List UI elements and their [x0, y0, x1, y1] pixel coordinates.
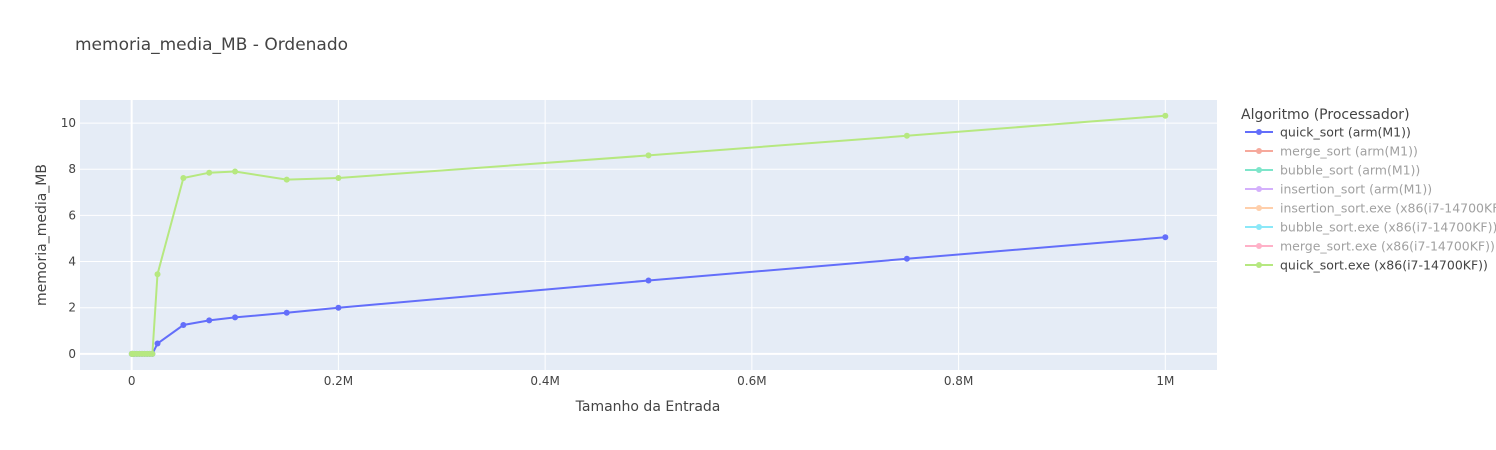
legend-label: merge_sort.exe (x86(i7-14700KF)) — [1280, 239, 1495, 254]
data-point — [180, 175, 187, 181]
legend-swatch-marker — [1256, 205, 1262, 211]
y-tick-label: 4 — [68, 255, 76, 269]
chart-title: memoria_media_MB - Ordenado — [75, 35, 348, 55]
data-point — [206, 169, 213, 176]
data-point — [232, 314, 239, 321]
x-tick-label: 0.2M — [324, 374, 353, 388]
data-point — [154, 340, 161, 347]
data-point — [232, 168, 239, 175]
data-point — [645, 152, 652, 159]
grid — [80, 100, 1217, 370]
data-point — [1162, 234, 1169, 241]
legend-item[interactable]: merge_sort (arm(M1)) — [1245, 144, 1418, 159]
y-tick-label: 0 — [68, 347, 76, 361]
x-tick-label: 0 — [128, 374, 136, 388]
series-7 — [128, 112, 1169, 357]
legend-label: insertion_sort.exe (x86(i7-14700KF)) — [1280, 201, 1496, 216]
legend-swatch-marker — [1256, 129, 1262, 135]
legend-item[interactable]: insertion_sort (arm(M1)) — [1245, 182, 1432, 197]
legend-item[interactable]: bubble_sort.exe (x86(i7-14700KF)) — [1245, 220, 1496, 235]
x-tick-label: 1M — [1156, 374, 1174, 388]
legend-title: Algoritmo (Processador) — [1241, 107, 1410, 123]
series-layer — [128, 112, 1169, 357]
data-point — [149, 350, 156, 357]
y-tick-label: 10 — [61, 116, 76, 130]
y-axis-label: memoria_media_MB — [34, 164, 50, 306]
y-axis: 0 2 4 6 8 10 — [61, 116, 76, 361]
data-point — [180, 322, 187, 328]
data-point — [335, 175, 342, 181]
data-point — [903, 255, 910, 262]
legend-label: merge_sort (arm(M1)) — [1280, 144, 1418, 159]
legend-label: quick_sort.exe (x86(i7-14700KF)) — [1280, 258, 1488, 273]
y-tick-label: 8 — [68, 162, 76, 176]
legend-swatch-marker — [1256, 262, 1262, 268]
x-axis: 0 0.2M 0.4M 0.6M 0.8M 1M — [128, 374, 1174, 388]
legend-item[interactable]: quick_sort (arm(M1)) — [1245, 125, 1411, 140]
legend-swatch-marker — [1256, 224, 1262, 230]
legend-item[interactable]: bubble_sort (arm(M1)) — [1245, 163, 1420, 178]
legend-item[interactable]: merge_sort.exe (x86(i7-14700KF)) — [1245, 239, 1495, 254]
data-point — [206, 317, 213, 324]
data-point — [283, 176, 290, 183]
data-point — [283, 309, 290, 316]
legend: quick_sort (arm(M1)) merge_sort (arm(M1))… — [1245, 125, 1496, 273]
legend-label: bubble_sort (arm(M1)) — [1280, 163, 1420, 178]
legend-label: insertion_sort (arm(M1)) — [1280, 182, 1432, 197]
data-point — [645, 277, 652, 284]
x-tick-label: 0.6M — [737, 374, 766, 388]
x-tick-label: 0.8M — [944, 374, 973, 388]
legend-swatch-marker — [1256, 148, 1262, 154]
legend-swatch-marker — [1256, 167, 1262, 173]
legend-item[interactable]: quick_sort.exe (x86(i7-14700KF)) — [1245, 258, 1488, 273]
y-tick-label: 6 — [68, 208, 76, 222]
data-point — [154, 271, 161, 278]
y-tick-label: 2 — [68, 301, 76, 315]
x-axis-label: Tamanho da Entrada — [575, 399, 721, 415]
data-point — [1162, 112, 1169, 119]
legend-swatch-marker — [1256, 243, 1262, 249]
data-point — [903, 132, 910, 139]
legend-item[interactable]: insertion_sort.exe (x86(i7-14700KF)) — [1245, 201, 1496, 216]
legend-label: bubble_sort.exe (x86(i7-14700KF)) — [1280, 220, 1496, 235]
plot-area — [80, 100, 1217, 370]
x-tick-label: 0.4M — [530, 374, 559, 388]
legend-label: quick_sort (arm(M1)) — [1280, 125, 1411, 140]
legend-swatch-marker — [1256, 186, 1262, 192]
data-point — [335, 304, 342, 311]
